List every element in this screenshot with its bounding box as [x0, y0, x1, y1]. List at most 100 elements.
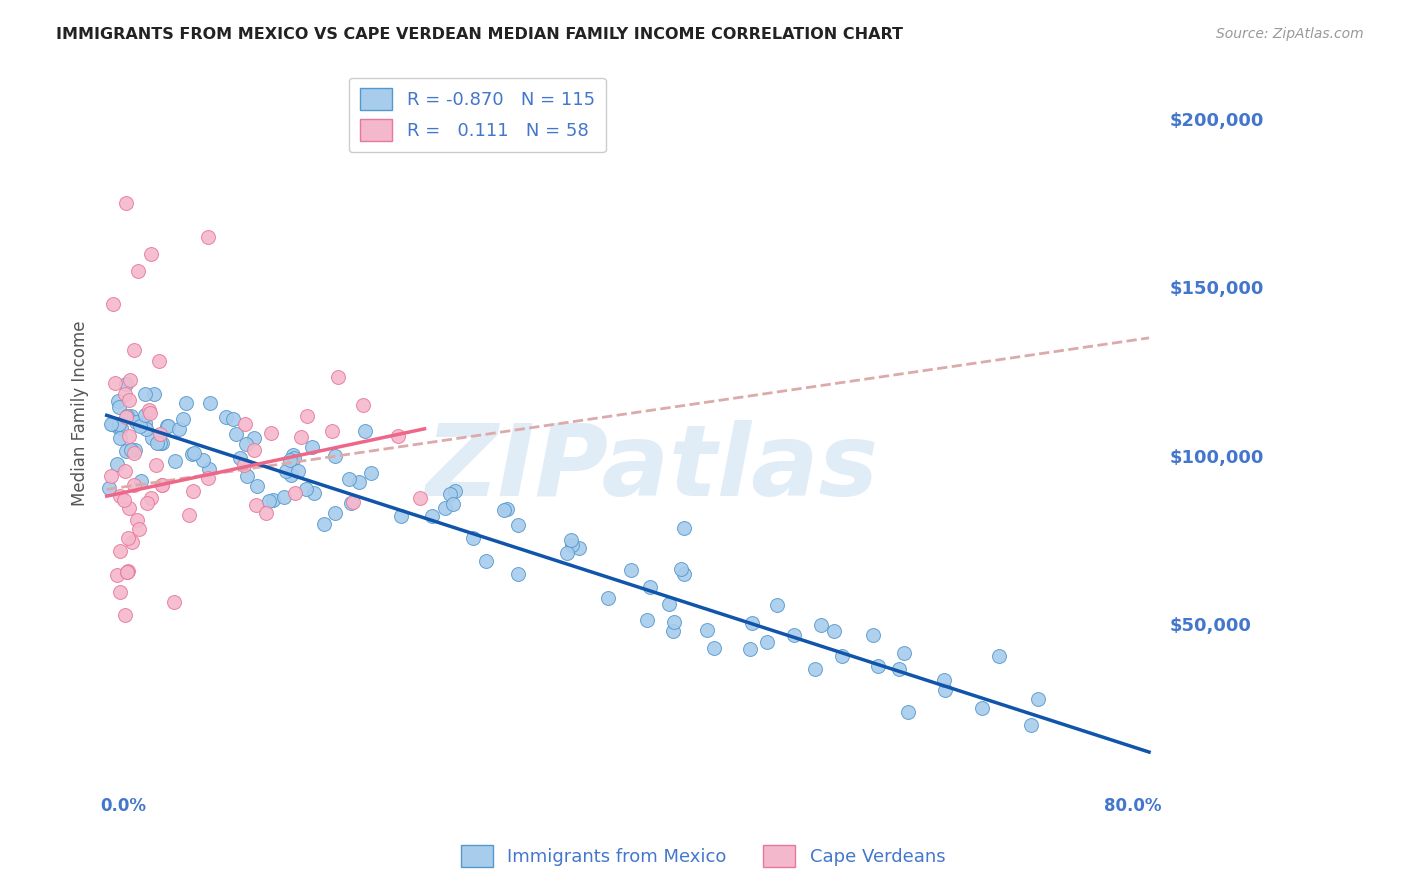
Point	[474, 554, 496, 568]
Point	[352, 397, 374, 411]
Point	[150, 478, 173, 492]
Point	[1026, 692, 1049, 706]
Point	[115, 409, 138, 424]
Point	[104, 376, 127, 391]
Point	[233, 417, 256, 432]
Point	[222, 411, 245, 425]
Text: Source: ZipAtlas.com: Source: ZipAtlas.com	[1216, 27, 1364, 41]
Point	[246, 478, 269, 492]
Point	[740, 642, 762, 657]
Point	[229, 451, 252, 466]
Point	[114, 464, 136, 478]
Point	[172, 412, 194, 426]
Point	[215, 409, 238, 424]
Point	[262, 493, 284, 508]
Point	[114, 386, 136, 401]
Point	[301, 440, 323, 454]
Point	[100, 469, 122, 483]
Point	[141, 491, 163, 505]
Point	[100, 417, 122, 431]
Point	[387, 428, 409, 442]
Point	[146, 436, 169, 450]
Point	[118, 500, 141, 515]
Point	[122, 343, 145, 358]
Point	[295, 483, 318, 497]
Point	[117, 531, 139, 545]
Point	[100, 417, 122, 431]
Point	[323, 450, 346, 464]
Point	[115, 443, 138, 458]
Point	[181, 447, 204, 461]
Point	[321, 424, 343, 438]
Point	[496, 502, 519, 516]
Point	[121, 534, 143, 549]
Point	[284, 485, 307, 500]
Point	[134, 416, 156, 430]
Point	[118, 373, 141, 387]
Point	[420, 508, 443, 523]
Text: ZIPatlas: ZIPatlas	[426, 420, 879, 517]
Point	[122, 478, 145, 492]
Point	[163, 595, 186, 609]
Point	[638, 580, 661, 594]
Point	[198, 395, 221, 409]
Point	[696, 623, 718, 637]
Point	[120, 409, 142, 424]
Point	[245, 498, 267, 512]
Point	[191, 452, 214, 467]
Point	[555, 546, 578, 560]
Point	[128, 522, 150, 536]
Point	[110, 489, 132, 503]
Point	[134, 408, 156, 422]
Point	[823, 624, 845, 639]
Point	[110, 421, 132, 435]
Point	[506, 566, 529, 581]
Point	[741, 615, 763, 630]
Point	[337, 473, 360, 487]
Point	[893, 646, 915, 660]
Point	[107, 393, 129, 408]
Point	[274, 464, 297, 478]
Point	[328, 370, 350, 384]
Point	[142, 386, 165, 401]
Point	[232, 458, 254, 473]
Point	[124, 442, 146, 457]
Point	[804, 662, 827, 676]
Point	[283, 451, 305, 466]
Legend: R = -0.870   N = 115, R =   0.111   N = 58: R = -0.870 N = 115, R = 0.111 N = 58	[349, 78, 606, 153]
Point	[135, 496, 157, 510]
Point	[122, 446, 145, 460]
Point	[197, 230, 219, 244]
Point	[243, 442, 266, 457]
Point	[831, 649, 853, 664]
Point	[340, 496, 363, 510]
Point	[304, 486, 326, 500]
Point	[671, 561, 693, 575]
Point	[135, 421, 157, 435]
Point	[150, 436, 173, 450]
Point	[280, 468, 302, 483]
Point	[141, 431, 163, 445]
Point	[314, 517, 336, 532]
Point	[157, 419, 180, 434]
Point	[108, 401, 131, 415]
Point	[149, 427, 172, 442]
Point	[389, 508, 412, 523]
Point	[150, 478, 173, 492]
Point	[889, 662, 911, 676]
Point	[117, 565, 139, 579]
Point	[156, 419, 179, 434]
Point	[934, 682, 956, 697]
Point	[972, 700, 994, 714]
Point	[598, 591, 620, 606]
Point	[235, 436, 257, 450]
Point	[125, 415, 148, 429]
Point	[112, 493, 135, 508]
Point	[868, 658, 890, 673]
Point	[127, 263, 149, 277]
Point	[463, 531, 485, 545]
Point	[108, 417, 131, 431]
Point	[198, 462, 221, 476]
Point	[183, 446, 205, 460]
Point	[141, 246, 163, 260]
